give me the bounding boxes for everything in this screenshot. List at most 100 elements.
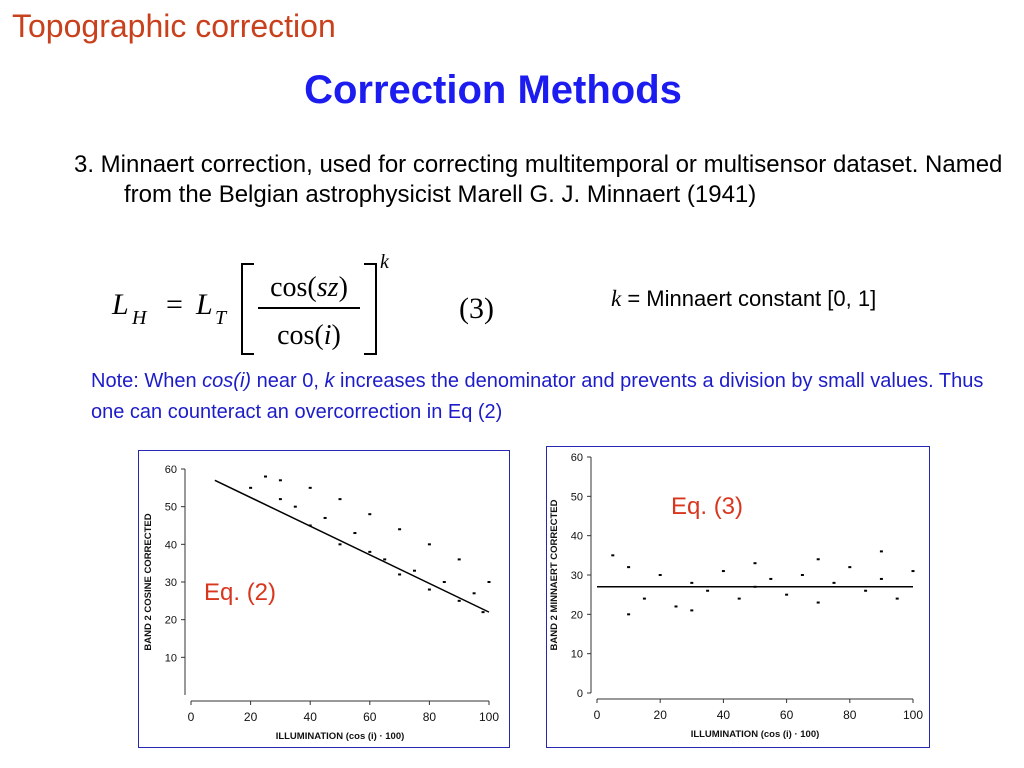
formula-exponent: k — [380, 252, 390, 273]
data-point — [816, 558, 820, 561]
x-tick-label: 20 — [244, 710, 258, 724]
data-point — [879, 577, 883, 580]
data-point — [800, 574, 804, 576]
data-point — [278, 479, 282, 482]
y-tick-label: 60 — [165, 464, 177, 476]
x-tick-label: 80 — [843, 708, 857, 722]
data-point — [293, 505, 297, 508]
y-tick-label: 10 — [165, 652, 177, 664]
y-tick-label: 60 — [571, 452, 583, 464]
data-point — [611, 554, 615, 557]
data-point — [895, 597, 899, 600]
data-point — [442, 581, 446, 583]
k-definition-text: = Minnaert constant [0, 1] — [621, 286, 877, 311]
data-point — [785, 593, 789, 596]
data-point — [383, 558, 387, 561]
eq3-label: Eq. (3) — [671, 493, 744, 521]
x-tick-label: 60 — [363, 710, 377, 724]
minnaert-correction-chart: 0 20 40 60 80 100 0 10 20 30 40 50 60 ILLUMINATION (c… — [549, 452, 923, 740]
data-point — [323, 516, 327, 519]
eq2-label: Eq. (2) — [204, 579, 277, 607]
y-tick-label: 30 — [165, 577, 177, 589]
slide-topic: Topographic correction — [12, 8, 336, 44]
data-point — [249, 486, 253, 489]
data-point — [642, 597, 646, 600]
data-point — [368, 550, 372, 553]
data-point — [721, 570, 725, 573]
note-part: Note: When — [91, 370, 203, 392]
y-tick-label: 30 — [571, 570, 583, 582]
y-tick-label: 50 — [165, 502, 177, 514]
data-point — [911, 570, 915, 573]
data-point — [706, 589, 710, 592]
data-point — [338, 498, 342, 501]
x-tick-label: 20 — [654, 708, 668, 722]
right-bracket — [364, 263, 377, 355]
data-point — [398, 573, 402, 576]
y-tick-label: 40 — [571, 531, 583, 543]
y-tick-label: 0 — [577, 688, 583, 700]
y-tick-label: 20 — [165, 615, 177, 627]
data-point — [487, 581, 491, 583]
x-tick-label: 40 — [304, 710, 318, 724]
formula-lhs: L — [111, 288, 129, 321]
note-part: increases the denominator and prevents a… — [91, 370, 984, 423]
data-point — [413, 569, 416, 572]
x-axis-title: ILLUMINATION (cos (i) · 100) — [691, 729, 820, 740]
data-point — [278, 498, 282, 501]
x-tick-label: 60 — [780, 708, 794, 722]
data-point — [674, 605, 678, 608]
data-point — [737, 597, 741, 600]
x-tick-label: 40 — [717, 708, 731, 722]
data-point — [308, 486, 312, 489]
bullet-point: 3. Minnaert correction, used for correct… — [74, 151, 1003, 208]
formula-numerator: cos(sz) — [270, 272, 348, 303]
data-point — [753, 562, 757, 565]
k-symbol: k — [611, 286, 622, 311]
slide-heading: Correction Methods — [304, 68, 682, 112]
data-point — [864, 589, 868, 592]
y-axis-title: BAND 2 MINNAERT CORRECTED — [549, 499, 560, 650]
y-tick-label: 40 — [165, 539, 177, 551]
data-point — [658, 574, 662, 576]
cosine-correction-chart: 0 20 40 60 80 100 10 20 30 40 50 60 ILLUMINATION (co… — [143, 464, 499, 742]
x-tick-label: 0 — [188, 710, 195, 724]
data-point — [690, 581, 694, 584]
data-point — [338, 543, 342, 546]
equation-number: (3) — [459, 292, 494, 325]
data-point — [481, 611, 485, 614]
data-point — [690, 609, 694, 612]
y-tick-label: 10 — [571, 649, 583, 661]
minnaert-correction-plot: 0 20 40 60 80 100 0 10 20 30 40 50 60 ILLUMINATION (c… — [546, 446, 930, 748]
data-point — [368, 513, 372, 516]
x-axis-title: ILLUMINATION (cos (i) · 100) — [276, 731, 405, 742]
data-point — [769, 577, 773, 580]
y-axis-title: BAND 2 COSINE CORRECTED — [143, 513, 154, 650]
note-k-term: k — [324, 370, 335, 392]
minnaert-formula: L H = L T cos(sz) cos(i) k — [111, 252, 390, 355]
data-point — [353, 532, 357, 535]
formula-lhs-subscript: H — [131, 307, 148, 329]
data-point — [457, 558, 461, 561]
y-tick-label: 20 — [571, 609, 583, 621]
data-point — [832, 581, 836, 584]
data-point — [264, 475, 267, 478]
note-part: near 0, — [251, 370, 325, 392]
data-point — [398, 528, 402, 531]
x-tick-label: 100 — [479, 710, 499, 724]
formula-denominator: cos(i) — [277, 320, 341, 351]
left-bracket — [241, 263, 254, 355]
formula-rhs: L — [195, 288, 213, 321]
formula-rhs-subscript: T — [215, 307, 228, 329]
data-point — [472, 592, 476, 595]
x-tick-label: 100 — [903, 708, 923, 722]
data-point — [879, 550, 883, 553]
x-tick-label: 80 — [423, 710, 437, 724]
k-definition: k = Minnaert constant [0, 1] — [611, 286, 876, 312]
data-point — [427, 543, 431, 546]
data-point — [627, 566, 631, 569]
data-point — [627, 613, 631, 616]
formula-equals: = — [166, 288, 183, 321]
data-point — [427, 588, 431, 591]
note-cos-term: cos(i) — [202, 370, 252, 392]
